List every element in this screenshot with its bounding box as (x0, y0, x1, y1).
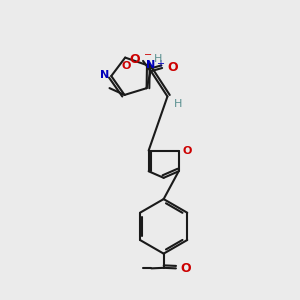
Text: N: N (146, 60, 155, 70)
Text: O: O (180, 262, 191, 275)
Text: H: H (173, 99, 182, 109)
Text: O: O (122, 61, 131, 71)
Text: N: N (100, 70, 109, 80)
Text: O: O (129, 53, 140, 66)
Text: H: H (154, 54, 162, 64)
Text: O: O (167, 61, 178, 74)
Text: O: O (183, 146, 192, 155)
Text: +: + (156, 58, 164, 69)
Text: −: − (144, 50, 152, 60)
